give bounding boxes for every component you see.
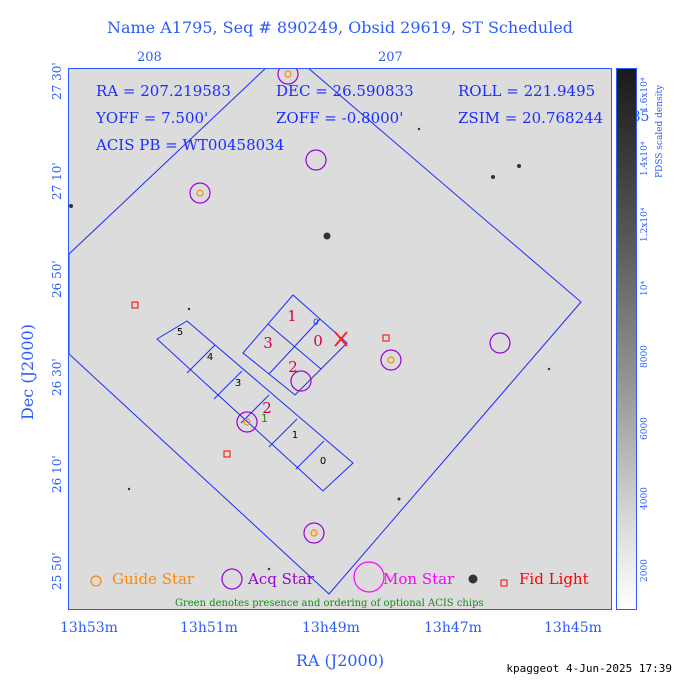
- star: [127, 487, 131, 491]
- ra-label-13h47m: 13h47m: [424, 620, 482, 636]
- dec-label-25-50: 25 50': [50, 552, 64, 590]
- star: [547, 367, 551, 371]
- acis-i-array: [242, 294, 348, 396]
- fid-light: [382, 334, 390, 342]
- info-zoff: ZOFF = -0.8000': [276, 109, 404, 127]
- info-dec: DEC = 26.590833: [276, 82, 414, 100]
- colorbar-tick-1e4: 10⁴: [640, 280, 650, 296]
- bright-star: [468, 574, 478, 584]
- colorbar-tick-1.6e4: 1.6x10⁴: [640, 77, 650, 112]
- guide-star: [310, 529, 318, 537]
- sky-field-image: 5 4 3 1 0 1 0 3 2 2 1 0: [68, 68, 612, 610]
- acis-i-chip-2: 2: [288, 358, 298, 376]
- dec-label-26-50: 26 50': [50, 260, 64, 298]
- sky-overlay: 5 4 3 1 0 1 0 3 2 2 1 0: [69, 69, 582, 595]
- y-axis-label: Dec (J2000): [18, 324, 37, 420]
- acis-s-array: [156, 320, 354, 492]
- acis-s-chip-1: 1: [292, 430, 298, 441]
- dec-label-27-30: 27 30': [50, 62, 64, 100]
- legend-mon-label: Mon Star: [383, 570, 455, 588]
- acis-s-chip-0: 0: [320, 456, 326, 467]
- colorbar: [616, 68, 637, 610]
- acis-s-outline: [156, 320, 354, 492]
- legend-acq-label: Acq Star: [248, 570, 315, 588]
- dec-label-26-30: 26 30': [50, 358, 64, 396]
- acq-star: [305, 149, 327, 171]
- guide-star: [284, 70, 292, 78]
- ra-label-13h51m: 13h51m: [180, 620, 238, 636]
- acq-star: [277, 69, 299, 85]
- plot-title: Name A1795, Seq # 890249, Obsid 29619, S…: [106, 18, 574, 37]
- legend-acq-icon: [221, 568, 243, 590]
- star: [517, 164, 521, 168]
- acq-star: [236, 411, 258, 433]
- acis-s-chip-4: 4: [207, 352, 213, 363]
- colorbar-tick-1.2e4: 1.2x10⁴: [640, 207, 650, 242]
- star: [491, 175, 495, 179]
- dec-label-27-10: 27 10': [50, 162, 64, 200]
- guide-stars: [196, 70, 395, 537]
- colorbar-tick-6000: 6000: [640, 417, 650, 440]
- acq-star: [290, 370, 312, 392]
- top-tick-208: 208: [137, 50, 162, 65]
- guide-star: [387, 356, 395, 364]
- colorbar-tick-4000: 4000: [640, 487, 650, 510]
- acq-star: [303, 522, 325, 544]
- footer-credit: kpaggeot 4-Jun-2025 17:39: [506, 662, 672, 675]
- info-yoff: YOFF = 7.500': [96, 109, 209, 127]
- info-ra: RA = 207.219583: [96, 82, 231, 100]
- acis-s-chip-3: 3: [235, 378, 241, 389]
- acq-star: [489, 332, 511, 354]
- dec-label-26-10: 26 10': [50, 455, 64, 493]
- x-axis-label: RA (J2000): [295, 651, 385, 670]
- ra-label-13h45m: 13h45m: [544, 620, 602, 636]
- guide-star: [243, 418, 251, 426]
- star: [417, 127, 421, 131]
- guide-star: [196, 189, 204, 197]
- optional-chip-marker: 1: [261, 412, 268, 425]
- colorbar-tick-1.4e4: 1.4x10⁴: [640, 141, 650, 176]
- fid-light: [131, 301, 139, 309]
- background-stars: [69, 127, 551, 584]
- acis-s-chip-2: 2: [262, 399, 272, 417]
- optional-chip-note: Green denotes presence and ordering of o…: [175, 598, 484, 609]
- chip-small-label: 0: [313, 318, 319, 328]
- field-outline: [69, 69, 582, 595]
- info-roll: ROLL = 221.9495: [458, 82, 596, 100]
- acis-i-chip-3: 3: [263, 334, 273, 352]
- legend-guide-icon: [90, 575, 102, 587]
- acis-i-outline: [242, 294, 348, 396]
- info-zsim: ZSIM = 20.768244: [458, 109, 604, 127]
- acis-i-chip-0: 0: [313, 332, 323, 350]
- acq-star: [380, 349, 402, 371]
- acis-s-chip-5: 5: [177, 327, 183, 338]
- aimpoint-cross-icon: [334, 331, 348, 347]
- top-tick-207: 207: [378, 50, 403, 65]
- acq-star: [189, 182, 211, 204]
- star: [187, 307, 191, 311]
- star: [397, 497, 401, 501]
- colorbar-tick-8000: 8000: [640, 345, 650, 368]
- legend-guide-label: Guide Star: [112, 570, 195, 588]
- bright-star: [323, 232, 331, 240]
- acq-stars: [189, 69, 511, 544]
- legend-fid-icon: [500, 579, 508, 587]
- star: [267, 567, 271, 571]
- ra-label-13h53m: 13h53m: [60, 620, 118, 636]
- colorbar-tick-2000: 2000: [640, 559, 650, 582]
- legend-mon-icon: [353, 561, 385, 593]
- colorbar-title: PDSS scaled density: [655, 84, 665, 178]
- info-acis-pb: ACIS PB = WT00458034: [96, 136, 285, 154]
- ra-label-13h49m: 13h49m: [302, 620, 360, 636]
- star: [69, 204, 73, 208]
- fid-light: [223, 450, 231, 458]
- fid-lights: [131, 301, 390, 458]
- legend-fid-label: Fid Light: [519, 570, 589, 588]
- acis-i-chip-1: 1: [287, 307, 297, 325]
